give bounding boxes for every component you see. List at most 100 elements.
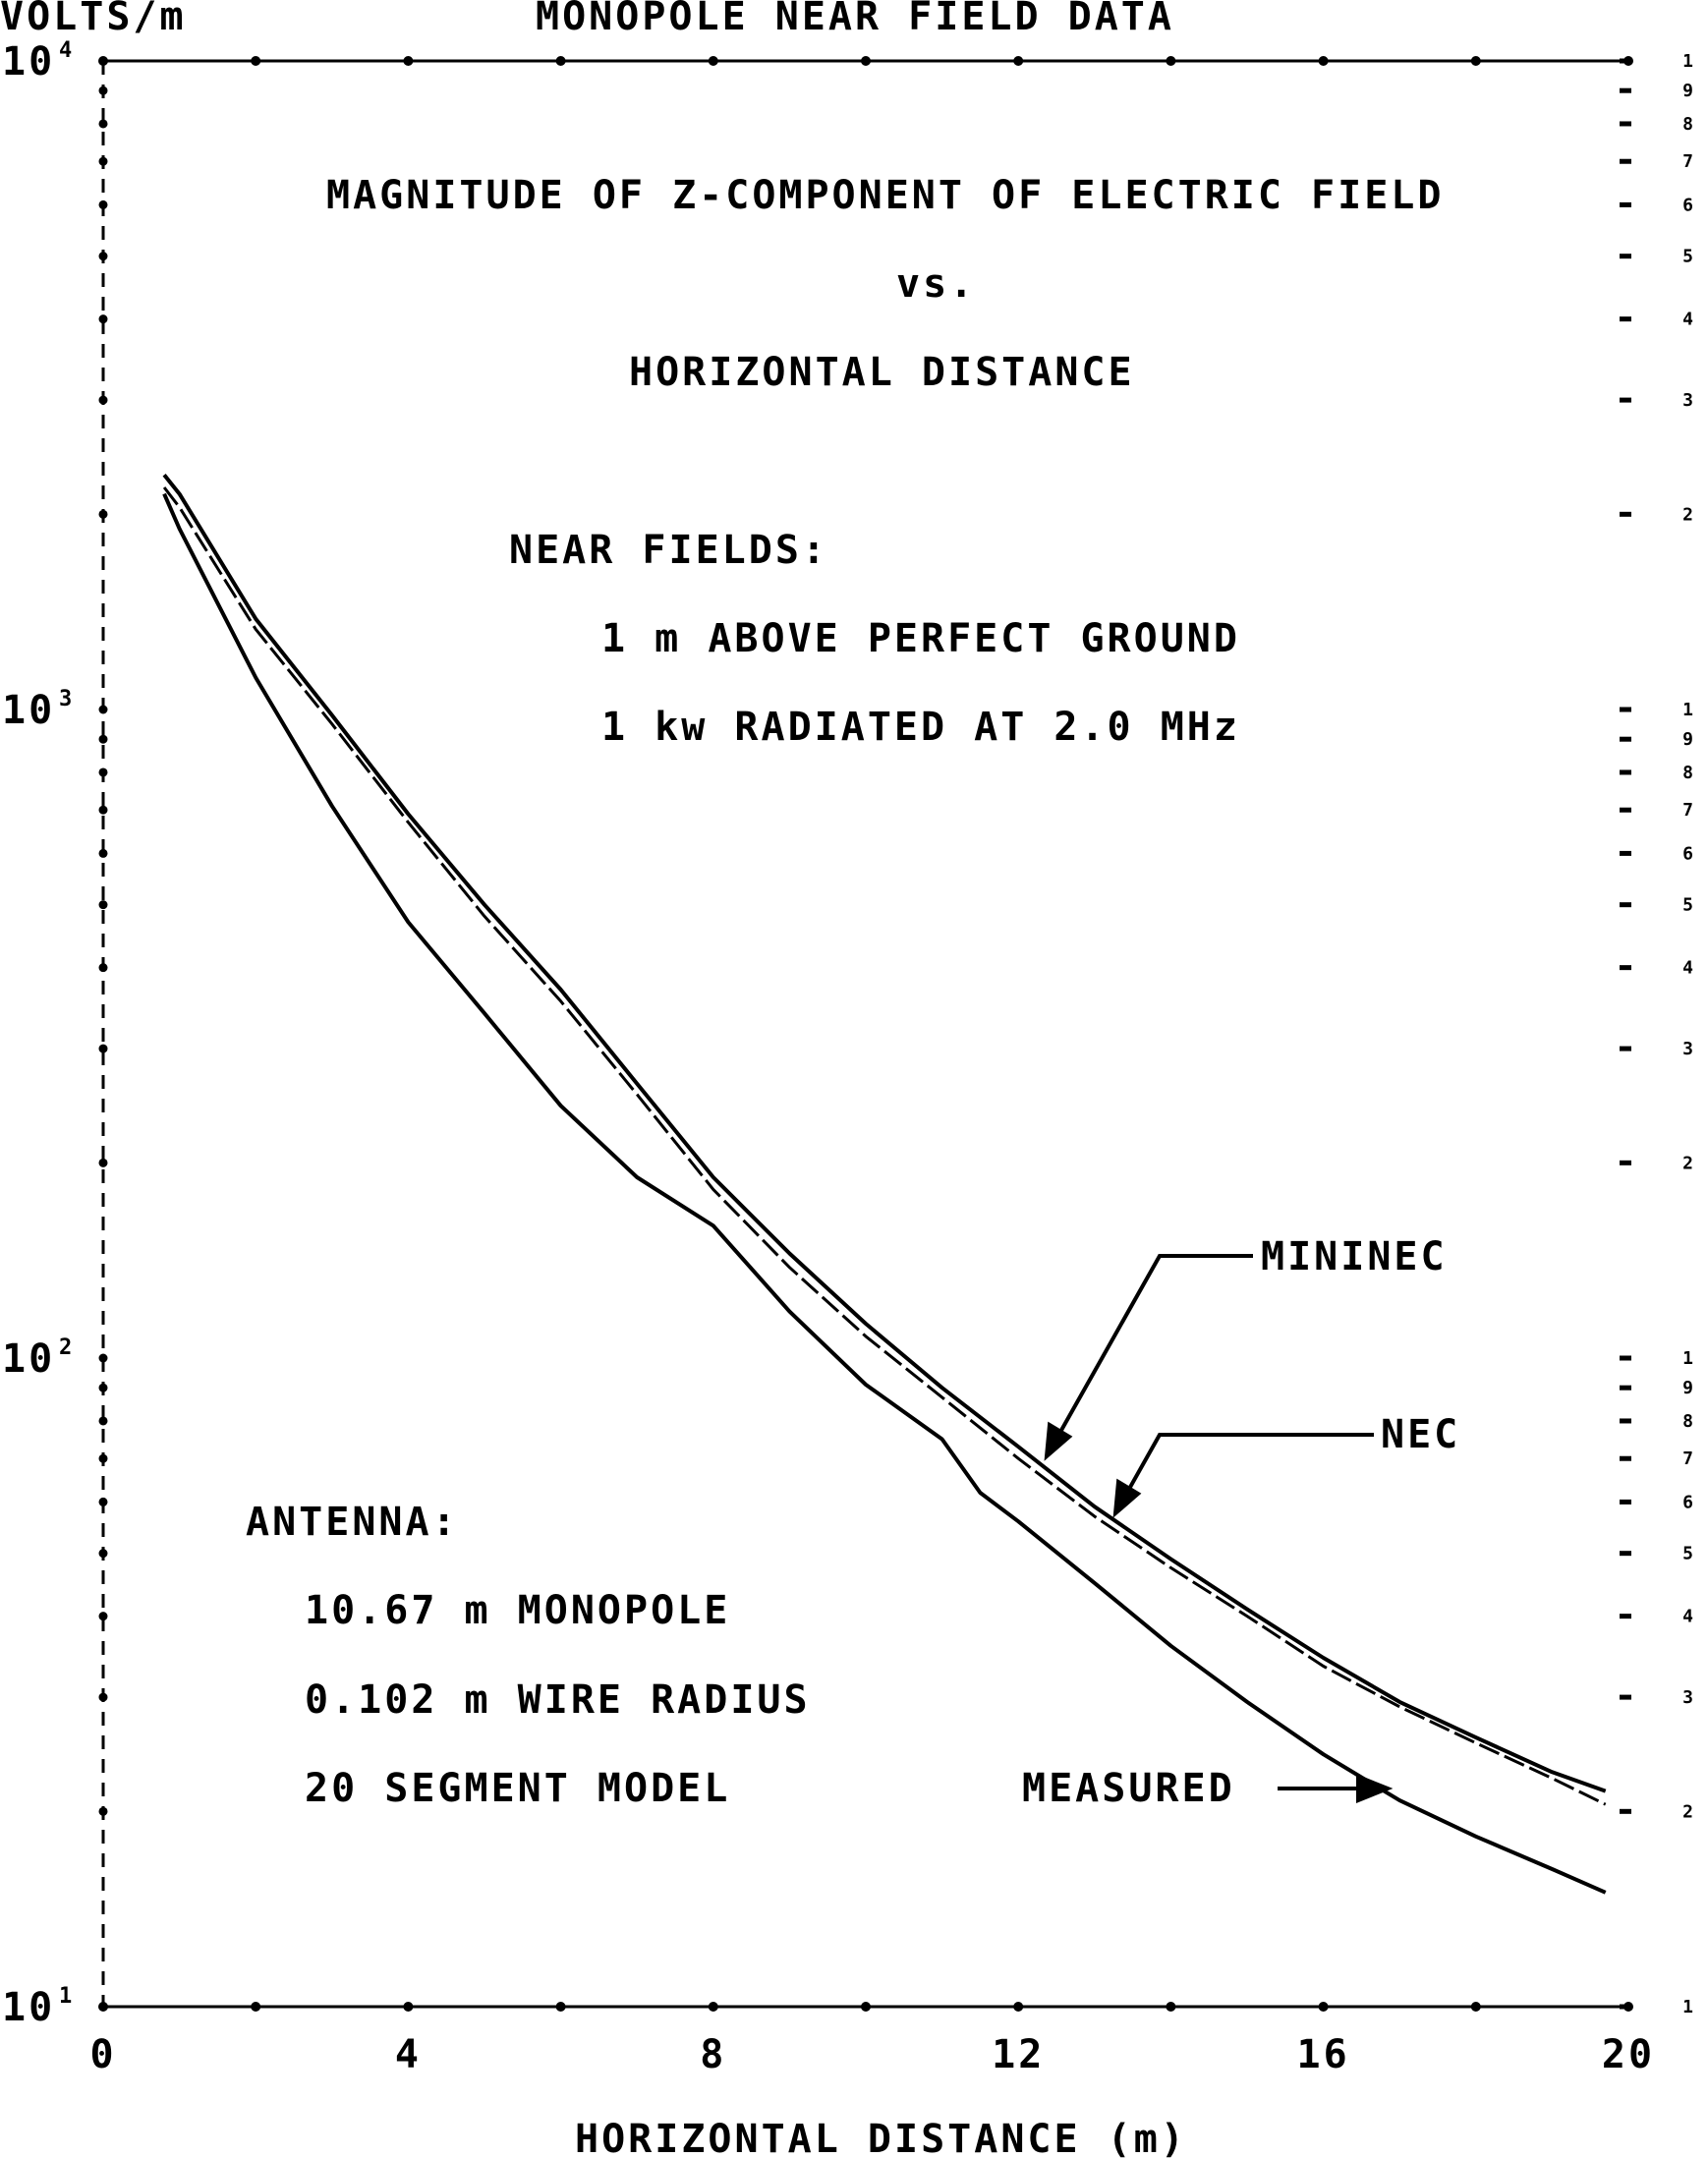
subtitle-line-3: HORIZONTAL DISTANCE bbox=[629, 350, 1135, 395]
y-tick-right bbox=[1620, 1385, 1631, 1391]
right-axis-digit: 3 bbox=[1682, 1687, 1696, 1708]
right-axis-digit: 6 bbox=[1682, 1492, 1696, 1512]
y-tick-right bbox=[1620, 1046, 1631, 1051]
y-tick-label: 10 3 bbox=[2, 687, 72, 733]
y-tick-left bbox=[98, 252, 108, 261]
y-tick-left bbox=[98, 1549, 108, 1559]
y-tick-right bbox=[1620, 1355, 1631, 1361]
x-tick-top bbox=[1470, 56, 1481, 66]
x-tick-bottom bbox=[403, 2002, 414, 2012]
series-label-mininec: MININEC bbox=[1261, 1234, 1448, 1279]
y-tick-right bbox=[1620, 1499, 1631, 1505]
y-tick-left bbox=[98, 1612, 108, 1621]
antenna-heading: ANTENNA: bbox=[246, 1500, 459, 1545]
subtitle-line-1: MAGNITUDE OF Z-COMPONENT OF ELECTRIC FIE… bbox=[326, 173, 1444, 218]
callout-arrows bbox=[1044, 1254, 1394, 1803]
y-tick-left bbox=[98, 1497, 108, 1506]
right-axis-digit: 6 bbox=[1682, 843, 1696, 864]
y-tick-left bbox=[98, 963, 108, 973]
y-tick-right bbox=[1620, 2004, 1631, 2010]
y-tick-left bbox=[98, 1453, 108, 1463]
y-tick-right bbox=[1620, 707, 1631, 712]
x-axis-label: HORIZONTAL DISTANCE (m) bbox=[575, 2117, 1187, 2158]
y-tick-right bbox=[1620, 58, 1631, 64]
y-tick-left bbox=[98, 1692, 108, 1702]
x-tick-bottom bbox=[555, 2002, 566, 2012]
y-tick-right bbox=[1620, 1418, 1631, 1424]
x-tick-top bbox=[403, 56, 414, 66]
x-tick-top bbox=[251, 56, 261, 66]
y-tick-right bbox=[1620, 1694, 1631, 1700]
right-axis-digit: 4 bbox=[1682, 310, 1696, 330]
x-tick-bottom bbox=[251, 2002, 261, 2012]
x-tick-bottom bbox=[1318, 2002, 1329, 2012]
right-axis-digit: 4 bbox=[1682, 958, 1696, 979]
y-tick-right bbox=[1620, 965, 1631, 971]
y-tick-left bbox=[98, 509, 108, 519]
y-tick-label: 10 1 bbox=[2, 1984, 72, 2030]
y-tick-right bbox=[1620, 807, 1631, 813]
y-tick-right bbox=[1620, 397, 1631, 403]
y-tick-label-base: 10 bbox=[2, 688, 55, 733]
y-tick-left bbox=[98, 900, 108, 910]
x-tick-label: 8 bbox=[700, 2032, 726, 2077]
series-line-nec bbox=[162, 486, 1607, 1806]
y-tick-right bbox=[1620, 1614, 1631, 1619]
right-axis-digit: 8 bbox=[1682, 114, 1696, 135]
right-axis-digit: 2 bbox=[1682, 1801, 1696, 1822]
right-axis-digit: 1 bbox=[1682, 1997, 1696, 2017]
y-tick-label-base: 10 bbox=[2, 39, 55, 85]
series-line-measured bbox=[162, 492, 1607, 1895]
y-tick-left bbox=[98, 1383, 108, 1392]
right-axis-digit: 9 bbox=[1682, 729, 1696, 750]
y-tick-left bbox=[98, 1044, 108, 1053]
x-tick-bottom bbox=[861, 2002, 871, 2012]
y-tick-right bbox=[1620, 1551, 1631, 1557]
y-tick-left bbox=[98, 2002, 108, 2012]
y-tick-left bbox=[98, 705, 108, 714]
y-tick-right bbox=[1620, 121, 1631, 127]
right-axis-digit: 5 bbox=[1682, 247, 1696, 267]
y-tick-left bbox=[98, 85, 108, 95]
x-tick-top bbox=[98, 56, 108, 66]
right-axis-digit: 7 bbox=[1682, 800, 1696, 821]
x-tick-top bbox=[1166, 56, 1176, 66]
chart-title: MONOPOLE NEAR FIELD DATA bbox=[536, 0, 1174, 39]
right-axis-digit: 5 bbox=[1682, 895, 1696, 916]
y-tick-left bbox=[98, 395, 108, 405]
y-tick-right bbox=[1620, 902, 1631, 908]
x-tick-top bbox=[1318, 56, 1329, 66]
y-tick-left bbox=[98, 734, 108, 744]
y-tick-label: 10 2 bbox=[2, 1335, 72, 1382]
x-tick-label: 16 bbox=[1297, 2032, 1350, 2077]
right-axis-digit: 3 bbox=[1682, 390, 1696, 411]
y-tick-right bbox=[1620, 736, 1631, 742]
right-axis-digit: 5 bbox=[1682, 1544, 1696, 1564]
y-tick-right bbox=[1620, 511, 1631, 517]
series-line-mininec bbox=[162, 474, 1607, 1793]
right-axis-digit: 1 bbox=[1682, 700, 1696, 720]
near-fields-line-1: 1 m ABOVE PERFECT GROUND bbox=[601, 616, 1240, 661]
right-axis-digit: 1 bbox=[1682, 1348, 1696, 1369]
antenna-line-2: 0.102 m WIRE RADIUS bbox=[305, 1677, 811, 1723]
right-axis-digit: 2 bbox=[1682, 504, 1696, 525]
right-axis-digit: 8 bbox=[1682, 1411, 1696, 1432]
y-tick-right bbox=[1620, 1455, 1631, 1461]
x-tick-label: 20 bbox=[1602, 2032, 1655, 2077]
x-tick-bottom bbox=[1166, 2002, 1176, 2012]
right-axis-digit: 2 bbox=[1682, 1153, 1696, 1173]
antenna-line-1: 10.67 m MONOPOLE bbox=[305, 1588, 730, 1633]
y-tick-label-base: 10 bbox=[2, 1336, 55, 1382]
x-tick-label: 0 bbox=[89, 2032, 116, 2077]
right-axis-digit: 6 bbox=[1682, 195, 1696, 215]
series-label-nec: NEC bbox=[1381, 1412, 1460, 1457]
series-lines bbox=[162, 474, 1607, 1895]
right-axis-digit: 8 bbox=[1682, 763, 1696, 783]
y-tick-right bbox=[1620, 1160, 1631, 1165]
y-tick-right bbox=[1620, 1808, 1631, 1814]
y-tick-label-exponent: 4 bbox=[59, 38, 75, 63]
y-tick-left bbox=[98, 314, 108, 324]
right-axis-digit: 9 bbox=[1682, 81, 1696, 101]
x-tick-bottom bbox=[1470, 2002, 1481, 2012]
